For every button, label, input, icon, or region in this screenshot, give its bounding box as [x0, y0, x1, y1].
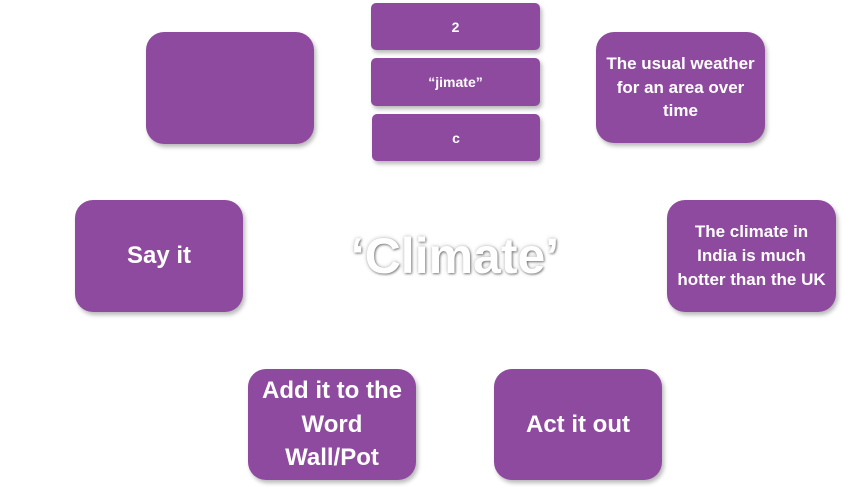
act-it-out-box: Act it out	[494, 369, 662, 480]
definition-box: The usual weather for an area over time	[596, 32, 765, 143]
first-letter-box: c	[372, 114, 540, 161]
first-letter-text: c	[452, 129, 460, 146]
center-word-title: ‘Climate’	[350, 228, 560, 284]
pronunciation-text: “jimate”	[428, 74, 483, 90]
definition-text: The usual weather for an area over time	[606, 53, 755, 121]
say-it-box: Say it	[75, 200, 243, 312]
syllables-text: 2	[451, 18, 460, 35]
syllables-box: 2	[371, 3, 540, 50]
empty-box	[146, 32, 314, 144]
word-wall-text: Add it to the Word Wall/Pot	[262, 377, 402, 472]
pronunciation-box: “jimate”	[371, 58, 540, 106]
word-wall-box: Add it to the Word Wall/Pot	[248, 369, 416, 480]
sentence-text: The climate in India is much hotter than…	[677, 222, 826, 289]
sentence-box: The climate in India is much hotter than…	[667, 200, 836, 312]
act-it-out-text: Act it out	[526, 410, 630, 438]
say-it-text: Say it	[126, 242, 192, 269]
